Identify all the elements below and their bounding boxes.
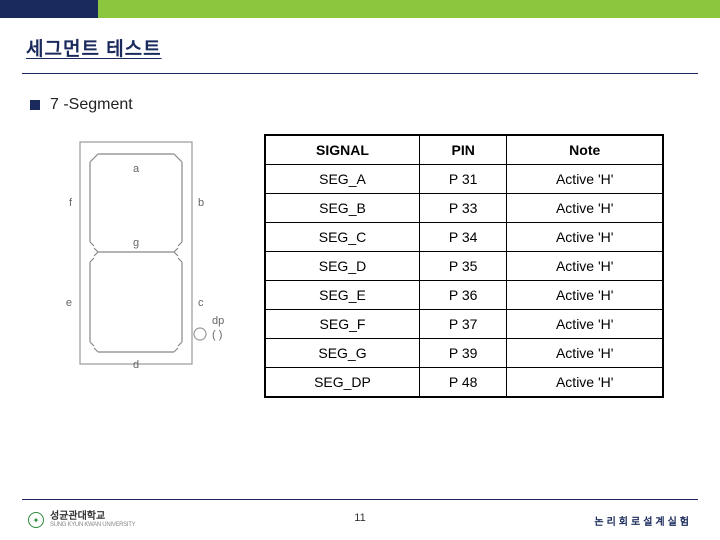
cell: P 31 — [419, 165, 506, 194]
cell: P 35 — [419, 252, 506, 281]
university-name: 성균관대학교 SUNG KYUN KWAN UNIVERSITY — [50, 512, 135, 528]
seg-g-label: g — [133, 237, 139, 249]
seg-c-label: c — [198, 297, 204, 309]
table-header-row: SIGNAL PIN Note — [265, 135, 663, 165]
cell: Active 'H' — [507, 194, 663, 223]
cell: P 37 — [419, 310, 506, 339]
cell: Active 'H' — [507, 165, 663, 194]
university-kr: 성균관대학교 — [50, 512, 135, 522]
table-row: SEG_BP 33Active 'H' — [265, 194, 663, 223]
table-row: SEG_AP 31Active 'H' — [265, 165, 663, 194]
cell: P 39 — [419, 339, 506, 368]
footer-left: ✦ 성균관대학교 SUNG KYUN KWAN UNIVERSITY — [28, 512, 135, 528]
cell: SEG_C — [265, 223, 419, 252]
footer-divider — [22, 499, 698, 500]
seg-e-label: e — [66, 297, 72, 309]
university-logo-icon: ✦ — [28, 512, 44, 528]
content-area: 7 -Segment — [0, 74, 720, 398]
cell: SEG_E — [265, 281, 419, 310]
cell: SEG_B — [265, 194, 419, 223]
cell: Active 'H' — [507, 281, 663, 310]
table-row: SEG_GP 39Active 'H' — [265, 339, 663, 368]
footer-right: 논리회로설계실험 — [594, 513, 692, 528]
header-accent-dark — [0, 0, 98, 18]
bullet-row: 7 -Segment — [30, 96, 690, 114]
col-pin: PIN — [419, 135, 506, 165]
footer: ✦ 성균관대학교 SUNG KYUN KWAN UNIVERSITY 논리회로설… — [0, 512, 720, 528]
cell: P 34 — [419, 223, 506, 252]
table-row: SEG_EP 36Active 'H' — [265, 281, 663, 310]
col-signal: SIGNAL — [265, 135, 419, 165]
cell: SEG_D — [265, 252, 419, 281]
table-row: SEG_FP 37Active 'H' — [265, 310, 663, 339]
seg-dp-label: dp — [212, 315, 224, 327]
seg-b-label: b — [198, 197, 204, 209]
cell: Active 'H' — [507, 368, 663, 398]
cell: SEG_F — [265, 310, 419, 339]
seg-dp-paren: ( ) — [212, 329, 222, 341]
header-accent-bar — [0, 0, 720, 18]
square-bullet-icon — [30, 100, 40, 110]
cell: SEG_G — [265, 339, 419, 368]
pin-table: SIGNAL PIN Note SEG_AP 31Active 'H' SEG_… — [264, 134, 664, 398]
cell: Active 'H' — [507, 339, 663, 368]
cell: Active 'H' — [507, 252, 663, 281]
cell: Active 'H' — [507, 223, 663, 252]
cell: P 36 — [419, 281, 506, 310]
seg-d-label: d — [133, 359, 139, 371]
table-body: SEG_AP 31Active 'H' SEG_BP 33Active 'H' … — [265, 165, 663, 398]
col-note: Note — [507, 135, 663, 165]
cell: Active 'H' — [507, 310, 663, 339]
bullet-text: 7 -Segment — [50, 96, 133, 114]
cell: P 33 — [419, 194, 506, 223]
slide-title: 세그먼트 테스트 — [26, 39, 162, 60]
table-row: SEG_DPP 48Active 'H' — [265, 368, 663, 398]
title-block: 세그먼트 테스트 — [0, 18, 720, 67]
cell: SEG_DP — [265, 368, 419, 398]
cell: P 48 — [419, 368, 506, 398]
table-row: SEG_CP 34Active 'H' — [265, 223, 663, 252]
seg-f-label: f — [69, 197, 73, 209]
seven-segment-diagram: a b c d e f g dp ( ) — [58, 134, 234, 389]
table-row: SEG_DP 35Active 'H' — [265, 252, 663, 281]
cell: SEG_A — [265, 165, 419, 194]
body-row: a b c d e f g dp ( ) SIGNAL PIN Note SEG… — [30, 134, 690, 398]
university-en: SUNG KYUN KWAN UNIVERSITY — [50, 522, 135, 528]
seg-a-label: a — [133, 163, 140, 175]
